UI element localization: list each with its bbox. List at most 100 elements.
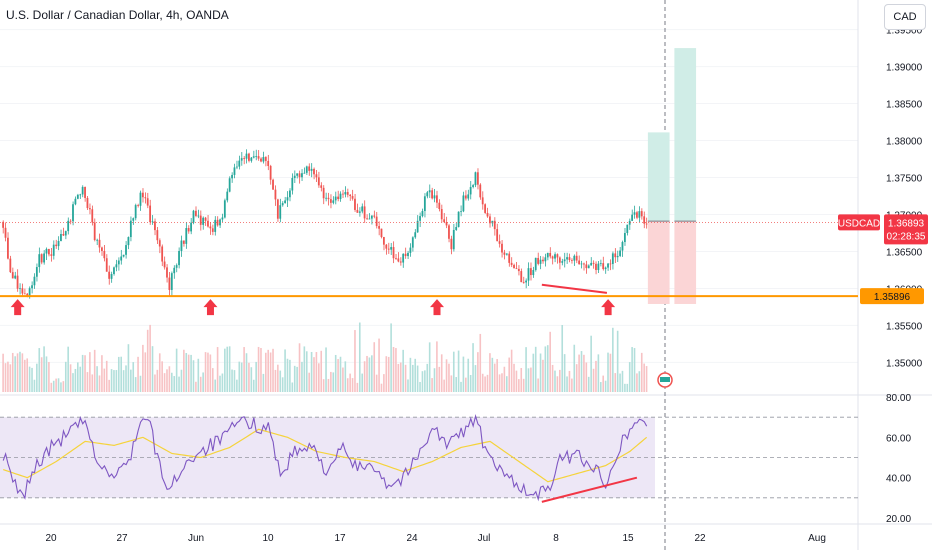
candle-body [421, 211, 424, 217]
candle-body [520, 271, 523, 283]
candle-body [479, 184, 482, 198]
last-price-text: 1.36893 [888, 218, 925, 229]
volume-bar [240, 362, 243, 392]
candle-body [257, 156, 260, 159]
candle-body [233, 167, 236, 175]
volume-bar [272, 348, 274, 392]
rsi-y-tick-label: 40.00 [886, 474, 911, 485]
candle-body [517, 268, 520, 272]
volume-bar [358, 322, 361, 392]
candle-body [134, 205, 137, 219]
candle-body [303, 172, 306, 174]
candle-body [161, 246, 164, 262]
candle-body [170, 273, 173, 290]
volume-bar [103, 368, 106, 392]
volume-bar [55, 378, 57, 392]
volume-bar [26, 358, 29, 392]
volume-bar [397, 363, 400, 392]
candle-body [411, 237, 414, 248]
volume-bar [505, 376, 508, 392]
candle-body [356, 209, 359, 213]
candle-body [385, 244, 388, 249]
candle-body [45, 248, 48, 254]
candle-body [467, 194, 470, 199]
volume-bar [351, 378, 354, 392]
candle-body [551, 256, 554, 259]
volume-bar [409, 357, 412, 392]
volume-bar [137, 356, 139, 392]
candle-body [368, 218, 371, 220]
candle-body [640, 211, 643, 217]
candle-body [296, 173, 299, 176]
candle-body [298, 173, 301, 178]
volume-bar [289, 359, 291, 392]
volume-bar [469, 375, 472, 392]
candle-body [325, 197, 327, 199]
candle-body [433, 195, 436, 199]
volume-bar [539, 353, 542, 392]
volume-bar [491, 357, 494, 392]
volume-bars [2, 322, 648, 392]
volume-bar [530, 367, 532, 392]
candle-body [207, 220, 209, 227]
candle-body [248, 153, 250, 161]
volume-bar [69, 364, 72, 392]
price-trendline [541, 283, 608, 294]
volume-bar [433, 368, 436, 392]
candle-body [513, 264, 515, 269]
volume-bar [559, 369, 561, 392]
candle-body [496, 229, 499, 242]
candle-body [226, 191, 229, 201]
candle-body [561, 261, 564, 263]
target-zone [647, 132, 670, 222]
volume-bar [318, 363, 320, 392]
candle-body [62, 234, 65, 236]
volume-bar [354, 330, 356, 392]
volume-bar [363, 361, 366, 392]
candle-body [375, 216, 378, 227]
volume-bar [344, 361, 347, 392]
volume-bar [16, 353, 19, 392]
candle-body [373, 215, 376, 217]
volume-bar [431, 378, 433, 392]
volume-bar [236, 379, 238, 392]
candle-body [202, 217, 205, 225]
candle-body [334, 196, 337, 201]
volume-bar [616, 330, 619, 392]
candle-body [481, 197, 484, 205]
volume-bar [81, 354, 84, 392]
candle-body [558, 257, 561, 263]
candle-body [503, 252, 506, 255]
volume-bar [428, 342, 431, 392]
up-arrow-icon [601, 299, 616, 316]
volume-bar [313, 357, 315, 392]
candle-body [113, 267, 115, 275]
volume-bar [503, 366, 506, 392]
target-zone [674, 48, 697, 222]
volume-bar [243, 347, 245, 392]
volume-bar [91, 374, 94, 392]
up-arrow-icon [10, 299, 25, 316]
candle-body [534, 257, 537, 271]
candle-body [11, 272, 14, 279]
volume-bar [187, 354, 190, 392]
volume-bar [568, 370, 571, 392]
volume-bar [636, 373, 638, 392]
volume-bar [308, 372, 310, 392]
candle-body [527, 268, 530, 281]
volume-bar [52, 380, 55, 392]
candle-body [64, 231, 67, 236]
candle-body [452, 229, 455, 250]
volume-bar [472, 343, 474, 392]
candle-body [151, 221, 154, 223]
volume-bar [277, 364, 279, 392]
candle-body [228, 178, 231, 192]
currency-button[interactable]: CAD [884, 4, 926, 30]
volume-bar [228, 346, 231, 392]
volume-bar [450, 375, 453, 392]
candle-body [308, 166, 311, 171]
candle-body [255, 156, 258, 157]
candle-body [428, 190, 431, 193]
candle-body [260, 158, 262, 162]
candle-body [14, 275, 17, 279]
